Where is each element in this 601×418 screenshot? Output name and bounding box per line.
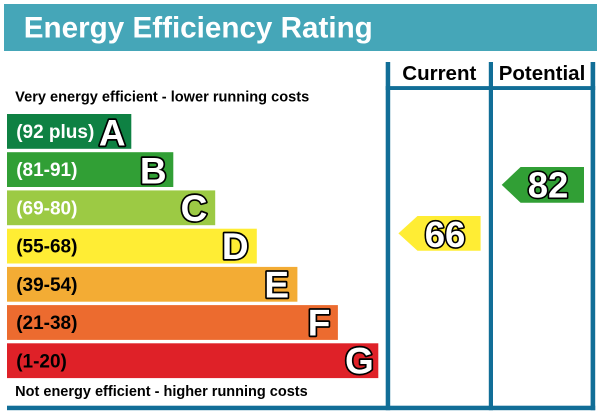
svg-text:(69-80): (69-80) [16,198,77,219]
svg-text:G: G [345,340,374,381]
svg-text:D: D [222,226,249,267]
svg-text:F: F [308,302,331,343]
svg-text:Potential: Potential [499,62,586,85]
svg-text:Not energy efficient - higher: Not energy efficient - higher running co… [15,384,308,400]
svg-text:C: C [181,188,208,229]
svg-text:A: A [99,112,126,153]
svg-text:66: 66 [425,214,466,255]
svg-text:E: E [264,264,289,305]
svg-text:(21-38): (21-38) [16,313,77,334]
svg-text:Energy Efficiency Rating: Energy Efficiency Rating [24,12,373,45]
svg-text:Current: Current [402,62,476,85]
svg-text:(92 plus): (92 plus) [16,122,94,143]
svg-text:(1-20): (1-20) [16,351,67,372]
svg-text:(39-54): (39-54) [16,275,77,296]
svg-text:(81-91): (81-91) [16,160,77,181]
svg-text:82: 82 [528,165,569,206]
svg-text:B: B [140,150,167,191]
svg-text:(55-68): (55-68) [16,237,77,258]
svg-text:Very energy efficient - lower: Very energy efficient - lower running co… [15,89,309,105]
